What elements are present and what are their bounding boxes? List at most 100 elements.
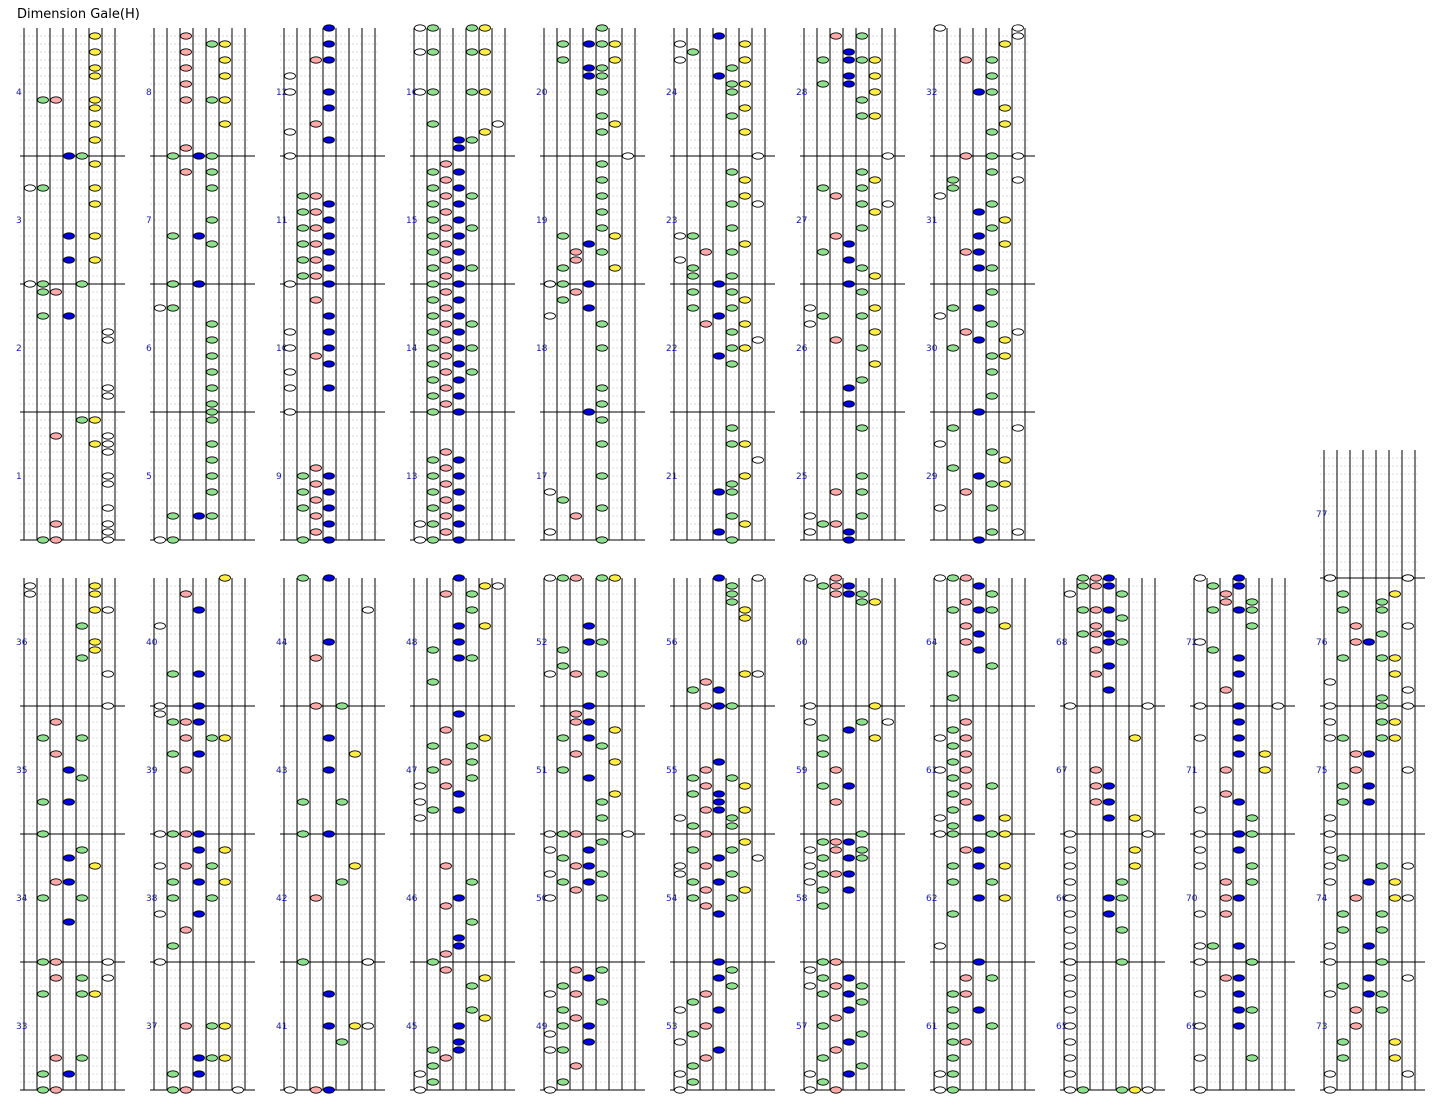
note-lane-1 <box>427 766 439 774</box>
note-lane-1 <box>167 232 179 240</box>
note-lane-3 <box>1103 662 1115 670</box>
note-lane-4 <box>596 88 608 96</box>
note-lane-1 <box>37 734 49 742</box>
note-lane-0 <box>544 846 556 854</box>
note-lane-0 <box>284 344 296 352</box>
note-lane-6 <box>752 456 764 464</box>
note-lane-3 <box>453 296 465 304</box>
note-lane-3 <box>453 376 465 384</box>
note-lane-2 <box>1350 622 1362 630</box>
measure-number: 32 <box>926 88 937 98</box>
note-lane-0 <box>1064 1022 1076 1030</box>
note-lane-5 <box>739 344 751 352</box>
note-lane-4 <box>856 224 868 232</box>
measure-number: 75 <box>1316 766 1327 776</box>
note-lane-4 <box>856 32 868 40</box>
note-lane-5 <box>1259 766 1271 774</box>
note-lane-3 <box>323 472 335 480</box>
note-lane-4 <box>856 718 868 726</box>
note-lane-6 <box>622 830 634 838</box>
note-lane-4 <box>986 224 998 232</box>
note-lane-1 <box>947 176 959 184</box>
note-lane-3 <box>323 990 335 998</box>
note-lane-3 <box>193 606 205 614</box>
note-lane-5 <box>479 622 491 630</box>
note-lane-4 <box>76 416 88 424</box>
note-lane-5 <box>219 878 231 886</box>
note-lane-6 <box>362 1022 374 1030</box>
note-lane-1 <box>1337 782 1349 790</box>
note-lane-4 <box>856 288 868 296</box>
note-lane-5 <box>609 758 621 766</box>
note-lane-5 <box>739 40 751 48</box>
note-lane-6 <box>102 520 114 528</box>
note-lane-0 <box>1324 862 1336 870</box>
note-lane-2 <box>180 144 192 152</box>
note-lane-5 <box>869 88 881 96</box>
measure-number: 1 <box>16 472 22 482</box>
note-lane-5 <box>999 240 1011 248</box>
note-lane-1 <box>427 200 439 208</box>
note-lane-2 <box>960 734 972 742</box>
measure-number: 34 <box>16 894 28 904</box>
note-lane-3 <box>193 846 205 854</box>
measure-64: 64 <box>926 578 1035 707</box>
note-lane-4 <box>986 1022 998 1030</box>
measure-number: 4 <box>16 88 22 98</box>
note-lane-3 <box>453 168 465 176</box>
note-lane-4 <box>596 894 608 902</box>
note-lane-0 <box>804 512 816 520</box>
note-lane-4 <box>206 336 218 344</box>
note-lane-4 <box>856 264 868 272</box>
note-lane-4 <box>1246 814 1258 822</box>
note-lane-4 <box>726 822 738 830</box>
note-lane-1 <box>167 830 179 838</box>
measure-number: 40 <box>146 638 158 648</box>
note-lane-2 <box>440 384 452 392</box>
note-lane-3 <box>583 774 595 782</box>
note-lane-5 <box>609 264 621 272</box>
note-lane-2 <box>960 990 972 998</box>
note-lane-6 <box>102 958 114 966</box>
note-lane-1 <box>167 894 179 902</box>
note-lane-5 <box>869 734 881 742</box>
measure-10: 10 <box>276 284 385 413</box>
note-lane-0 <box>544 280 556 288</box>
note-lane-4 <box>76 974 88 982</box>
note-lane-1 <box>167 718 179 726</box>
note-lane-1 <box>817 56 829 64</box>
note-lane-4 <box>466 758 478 766</box>
note-lane-4 <box>726 598 738 606</box>
measure-number: 20 <box>536 88 548 98</box>
note-lane-4 <box>466 320 478 328</box>
measure-number: 23 <box>666 216 677 226</box>
note-lane-2 <box>310 654 322 662</box>
note-lane-3 <box>973 606 985 614</box>
note-lane-6 <box>362 958 374 966</box>
note-lane-4 <box>206 456 218 464</box>
note-lane-6 <box>492 120 504 128</box>
note-lane-4 <box>1376 990 1388 998</box>
note-lane-3 <box>583 40 595 48</box>
note-lane-6 <box>102 440 114 448</box>
note-lane-3 <box>1233 1022 1245 1030</box>
note-lane-1 <box>1337 654 1349 662</box>
note-lane-5 <box>999 894 1011 902</box>
measure-number: 39 <box>146 766 158 776</box>
note-lane-2 <box>830 232 842 240</box>
note-lane-2 <box>830 766 842 774</box>
note-lane-3 <box>453 408 465 416</box>
note-lane-2 <box>440 368 452 376</box>
note-lane-3 <box>453 200 465 208</box>
note-lane-3 <box>323 312 335 320</box>
note-lane-1 <box>947 790 959 798</box>
note-lane-2 <box>830 192 842 200</box>
measure-49: 49 <box>536 962 645 1091</box>
note-lane-4 <box>726 582 738 590</box>
note-lane-1 <box>427 296 439 304</box>
note-lane-0 <box>1194 638 1206 646</box>
note-lane-6 <box>102 670 114 678</box>
note-lane-6 <box>102 536 114 544</box>
note-lane-3 <box>63 232 75 240</box>
measure-number: 27 <box>796 216 807 226</box>
